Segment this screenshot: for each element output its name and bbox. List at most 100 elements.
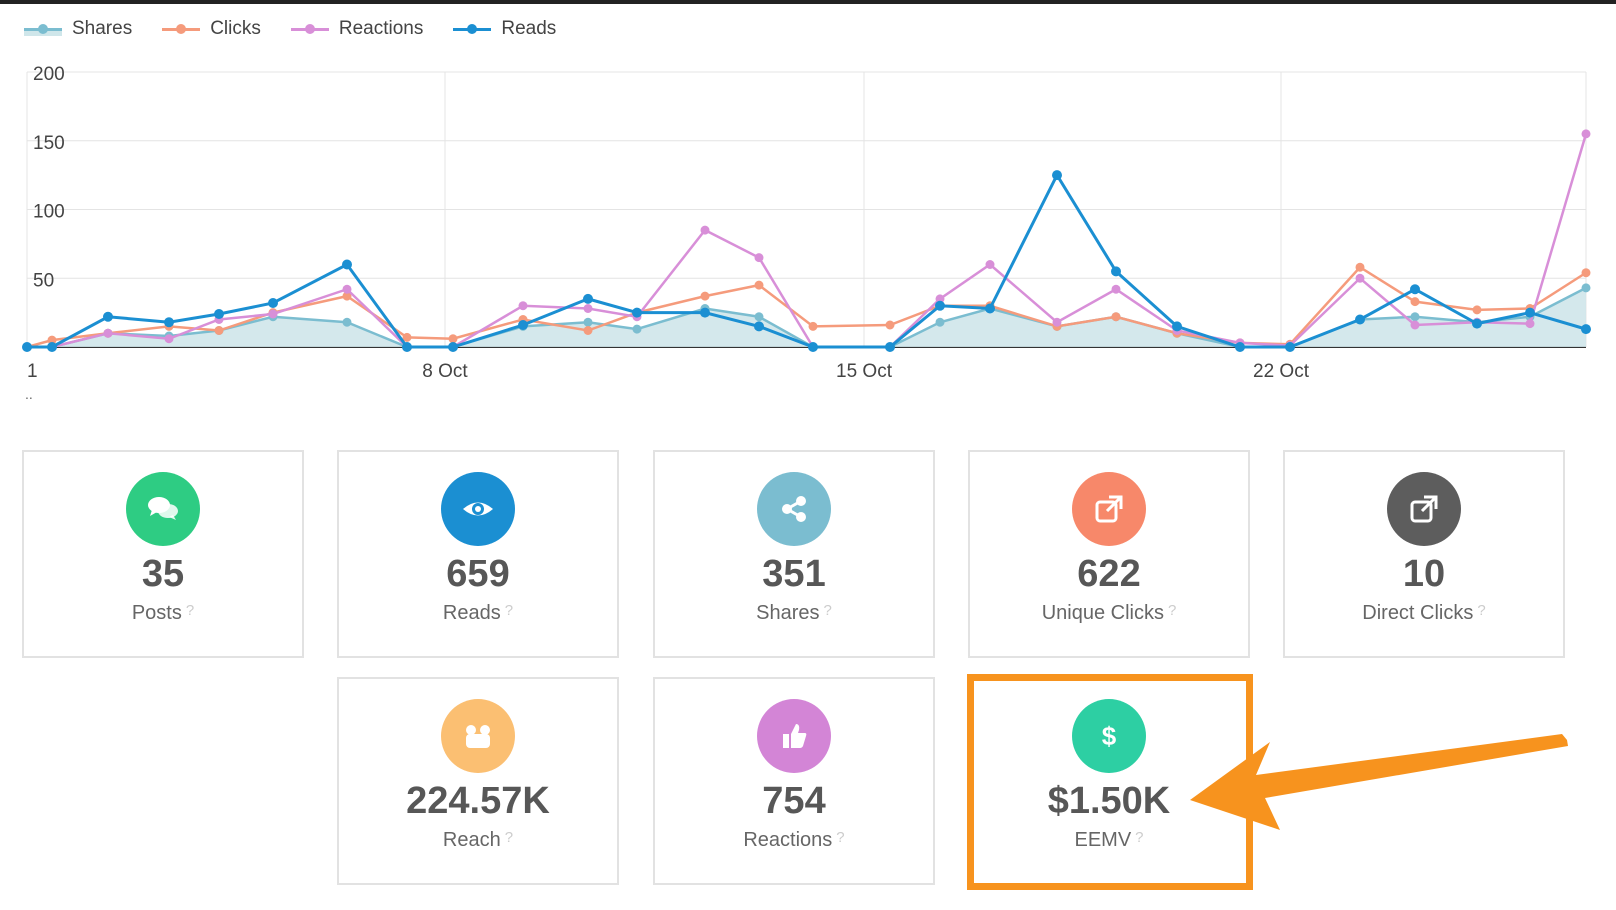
data-point-reads — [268, 298, 278, 308]
metric-value: 659 — [446, 553, 510, 595]
data-point-clicks — [342, 291, 352, 301]
metric-card-reach: 224.57K Reach? — [337, 677, 619, 885]
data-point-clicks — [1581, 268, 1591, 278]
data-point-shares — [1410, 312, 1420, 322]
help-icon[interactable]: ? — [1477, 602, 1486, 619]
data-point-shares — [1581, 283, 1591, 293]
legend-swatch-clicks — [162, 22, 201, 36]
data-point-reactions — [985, 260, 995, 269]
data-point-reactions — [1525, 319, 1535, 329]
metric-label: EEMV? — [1074, 829, 1144, 851]
metric-value: 754 — [762, 780, 826, 822]
legend-item-reads[interactable]: Reads — [453, 18, 556, 40]
people-icon — [441, 699, 515, 773]
data-point-reads — [1525, 307, 1535, 318]
legend-item-shares[interactable]: Shares — [24, 18, 132, 40]
x-tick-label: 22 Oct — [1253, 361, 1310, 382]
data-point-clicks — [1355, 262, 1365, 272]
data-point-reactions — [103, 328, 113, 338]
data-point-clicks — [402, 332, 412, 342]
metric-card-reactions: 754 Reactions? — [653, 677, 935, 885]
series-area-shares — [27, 287, 1586, 347]
data-point-clicks — [1472, 305, 1482, 315]
external-link-icon — [1387, 472, 1461, 546]
help-icon[interactable]: ? — [1167, 602, 1177, 619]
metric-value: 351 — [762, 553, 826, 595]
data-point-reads — [342, 259, 352, 270]
data-point-reactions — [700, 225, 710, 235]
metric-card-posts: 35 Posts? — [22, 450, 304, 658]
data-point-reads — [47, 342, 57, 352]
data-point-reactions — [268, 309, 278, 319]
y-tick-label: 50 — [33, 270, 54, 291]
thumbs-up-icon — [757, 699, 831, 773]
data-point-reactions — [754, 253, 764, 263]
help-icon[interactable]: ? — [823, 602, 832, 619]
data-point-reactions — [164, 334, 174, 344]
svg-text:$: $ — [1102, 721, 1117, 751]
data-point-reads — [700, 307, 710, 318]
metric-value: 224.57K — [406, 780, 550, 822]
x-sub-label: .. — [25, 386, 33, 402]
top-border — [0, 0, 1616, 4]
y-tick-label: 150 — [33, 133, 65, 154]
metric-label: Reactions? — [743, 829, 845, 851]
data-point-clicks — [214, 326, 224, 335]
data-point-reads — [1410, 284, 1420, 295]
data-point-clicks — [700, 291, 710, 301]
legend-item-clicks[interactable]: Clicks — [162, 18, 261, 40]
metric-label: Posts? — [131, 602, 195, 624]
data-point-reads — [1355, 314, 1365, 325]
metric-value: 35 — [141, 553, 185, 595]
metric-value: 10 — [1402, 553, 1446, 595]
data-point-reactions — [1052, 317, 1062, 327]
help-icon[interactable]: ? — [836, 829, 845, 846]
metric-label: Reach? — [442, 829, 514, 851]
help-icon[interactable]: ? — [185, 602, 195, 619]
metric-card-direct-clicks: 10 Direct Clicks? — [1283, 450, 1565, 658]
y-tick-label: 100 — [33, 202, 65, 223]
legend-swatch-shares — [24, 22, 62, 36]
data-point-reads — [583, 293, 593, 304]
data-point-reads — [985, 303, 995, 314]
legend-item-reactions[interactable]: Reactions — [290, 18, 423, 40]
y-tick-label: 200 — [33, 64, 65, 85]
data-point-reactions — [935, 294, 945, 304]
data-point-reactions — [518, 301, 528, 311]
data-point-shares — [342, 317, 352, 327]
data-point-reactions — [1111, 284, 1121, 294]
data-point-reads — [103, 311, 113, 322]
eye-icon — [441, 472, 515, 546]
legend-label: Clicks — [210, 18, 261, 39]
help-icon[interactable]: ? — [1135, 829, 1144, 846]
metric-card-eemv: $ $1.50K EEMV? — [968, 677, 1250, 885]
data-point-reads — [754, 321, 764, 332]
data-point-reads — [1111, 266, 1121, 277]
data-point-reads — [448, 342, 458, 352]
help-icon[interactable]: ? — [504, 829, 514, 846]
data-point-clicks — [808, 321, 818, 331]
share-icon — [757, 472, 831, 546]
data-point-shares — [583, 317, 593, 327]
data-point-reads — [935, 300, 945, 311]
data-point-clicks — [583, 326, 593, 335]
metric-card-shares: 351 Shares? — [653, 450, 935, 658]
data-point-clicks — [1410, 297, 1420, 307]
data-point-clicks — [448, 334, 458, 344]
data-point-clicks — [754, 280, 764, 290]
series-line-clicks — [26, 265, 1587, 349]
data-point-reads — [885, 342, 895, 352]
external-link-icon — [1072, 472, 1146, 546]
legend-label: Reads — [501, 18, 557, 39]
annotation-arrow-icon — [1190, 734, 1568, 830]
metric-label: Reads? — [442, 602, 514, 624]
metric-card-reads: 659 Reads? — [337, 450, 619, 658]
data-point-shares — [754, 312, 764, 322]
data-point-reactions — [1410, 320, 1420, 330]
help-icon[interactable]: ? — [504, 602, 514, 619]
metric-label: Unique Clicks? — [1041, 602, 1177, 624]
data-point-clicks — [47, 335, 57, 345]
data-point-reactions — [342, 284, 352, 294]
series-line-reads — [27, 172, 1587, 349]
data-point-reads — [1172, 321, 1182, 332]
